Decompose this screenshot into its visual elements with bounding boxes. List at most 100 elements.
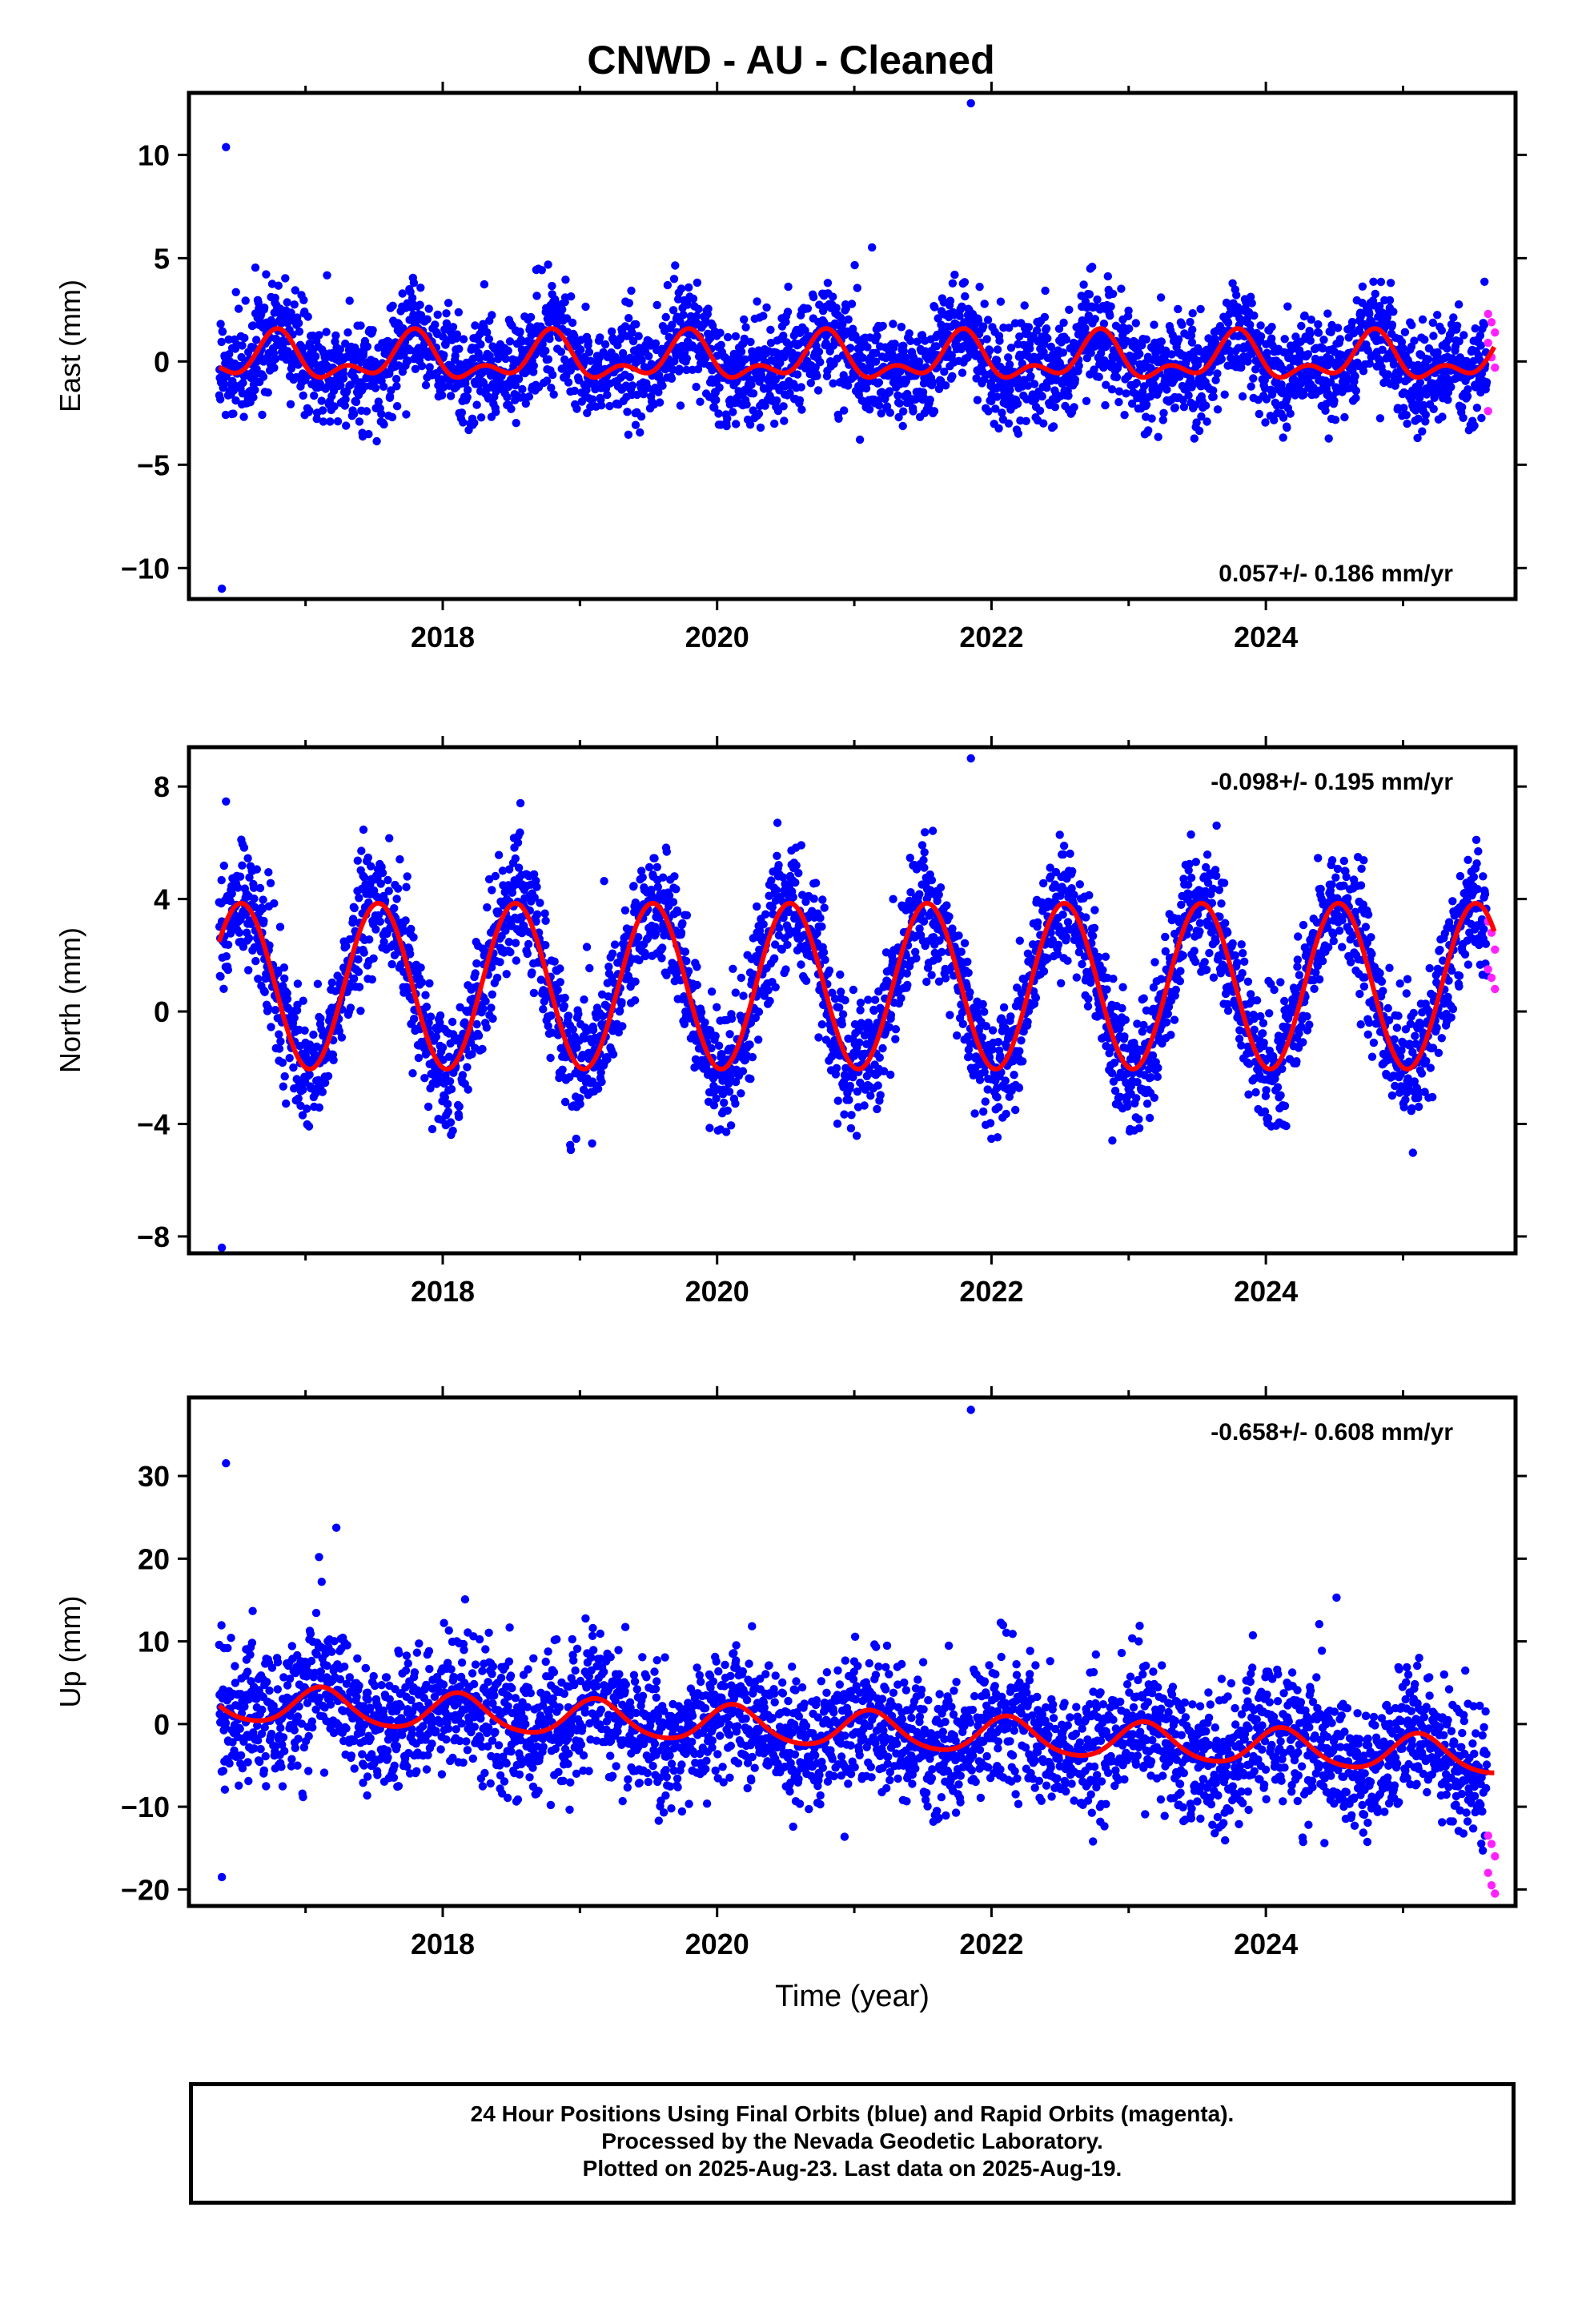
final-point [726, 1121, 736, 1130]
final-point [797, 960, 805, 969]
final-point [556, 964, 564, 973]
final-point [556, 978, 564, 987]
final-point [693, 278, 702, 287]
final-point [603, 390, 612, 400]
final-point [445, 1077, 455, 1086]
final-point [441, 1072, 450, 1080]
final-point [780, 352, 789, 362]
final-point [524, 939, 533, 949]
final-point [444, 299, 453, 308]
final-point [512, 419, 520, 428]
final-point [638, 873, 647, 882]
final-point [1477, 413, 1486, 423]
final-point [421, 380, 431, 390]
final-point [1443, 396, 1452, 404]
final-point [1454, 300, 1464, 309]
final-point [955, 312, 964, 320]
final-point [1203, 417, 1211, 426]
final-point [278, 1058, 287, 1068]
final-point [741, 323, 750, 332]
final-point [667, 374, 677, 383]
final-point [316, 1014, 325, 1023]
final-point [818, 895, 827, 904]
final-point [731, 988, 740, 997]
final-point [1354, 361, 1363, 371]
final-point [524, 392, 534, 401]
final-point [647, 885, 656, 895]
final-point [901, 377, 911, 386]
final-point [383, 875, 392, 885]
final-point [1378, 345, 1387, 354]
final-point [1249, 374, 1258, 383]
final-point [511, 854, 520, 863]
final-point [239, 378, 247, 388]
final-point [816, 358, 825, 367]
final-point [655, 398, 665, 407]
final-point [1428, 318, 1438, 328]
final-point [1306, 336, 1315, 345]
final-point [711, 1031, 720, 1040]
final-point [650, 854, 659, 862]
final-point [906, 336, 915, 345]
final-point [793, 370, 802, 379]
final-point [540, 909, 549, 918]
final-point [930, 303, 939, 312]
final-point [396, 854, 404, 864]
final-point [459, 335, 468, 344]
final-point [1375, 302, 1384, 311]
final-point [942, 381, 950, 390]
final-point [1184, 391, 1193, 400]
y-tick-label: 5 [154, 242, 170, 275]
final-point [1040, 312, 1050, 322]
final-point [1154, 432, 1162, 441]
final-point [1194, 356, 1203, 365]
final-point [568, 1025, 577, 1034]
final-point [1447, 383, 1456, 392]
final-point [801, 326, 809, 335]
final-point [762, 303, 771, 312]
final-point [814, 348, 824, 356]
final-point [480, 279, 489, 289]
final-point [244, 934, 254, 943]
final-point [251, 956, 260, 966]
final-point [1256, 321, 1265, 330]
final-point [1101, 400, 1110, 410]
final-point [1420, 336, 1429, 344]
final-point [1046, 342, 1056, 352]
final-point [270, 899, 279, 908]
final-point [723, 414, 732, 423]
final-point [1363, 346, 1372, 355]
final-point [514, 375, 524, 384]
final-point [745, 420, 755, 429]
final-point [459, 418, 468, 427]
final-point [652, 300, 661, 310]
final-point [754, 1035, 763, 1044]
final-point [1280, 335, 1289, 344]
final-point [1387, 320, 1397, 329]
final-point [494, 850, 504, 859]
final-point [312, 1042, 321, 1051]
final-point [680, 1019, 689, 1029]
final-point [746, 1075, 755, 1084]
final-point [299, 1085, 307, 1095]
final-point [593, 1084, 603, 1093]
final-point [628, 336, 638, 346]
final-point [501, 926, 510, 935]
final-point [581, 302, 590, 312]
final-point [504, 938, 513, 947]
final-point [476, 340, 485, 349]
final-point [425, 979, 434, 988]
final-point [488, 1014, 497, 1023]
final-point [1079, 280, 1088, 289]
final-point [692, 312, 701, 320]
final-point [514, 863, 524, 872]
final-point [532, 292, 541, 300]
final-point [385, 834, 394, 842]
final-point [1299, 390, 1308, 399]
final-point [532, 917, 540, 927]
final-point [326, 417, 335, 426]
final-point [584, 337, 593, 346]
final-point [714, 1041, 724, 1051]
final-point [934, 314, 942, 323]
final-point [651, 339, 661, 348]
